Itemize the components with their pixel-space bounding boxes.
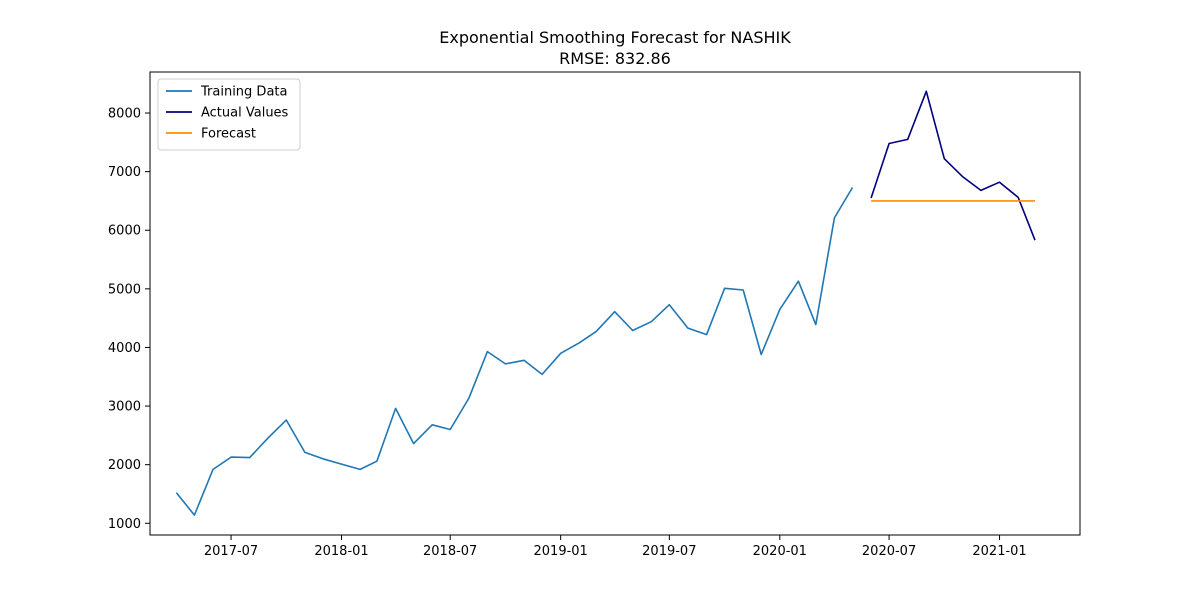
x-tick-label: 2020-01: [753, 544, 807, 559]
y-tick-label: 3000: [108, 400, 141, 415]
x-tick-label: 2018-01: [314, 544, 368, 559]
x-tick-label: 2017-07: [204, 544, 258, 559]
legend-label: Actual Values: [201, 106, 289, 121]
series-layer: [175, 90, 1036, 516]
x-axis: 2017-07 2018-01 2018-07 2019-01 2019-07 2020-…: [204, 535, 1027, 559]
series-line-training-data: [175, 187, 854, 516]
legend-label: Training Data: [200, 85, 287, 100]
y-tick-label: 6000: [108, 224, 141, 239]
x-tick-label: 2019-01: [534, 544, 588, 559]
y-tick-label: 1000: [108, 517, 141, 532]
y-tick-label: 5000: [108, 282, 141, 297]
series-line-actual-values: [870, 90, 1036, 241]
y-axis: 1000 2000 3000 4000 5000 6000 7000 8000: [108, 107, 150, 532]
x-tick-label: 2018-07: [423, 544, 477, 559]
plot-frame: [149, 71, 1081, 536]
y-tick-label: 7000: [108, 165, 141, 180]
chart-title: Exponential Smoothing Forecast for NASHI…: [439, 28, 791, 47]
legend: Training Data Actual Values Forecast: [157, 78, 301, 151]
legend-box: [157, 78, 301, 151]
x-tick-label: 2021-01: [972, 544, 1026, 559]
chart-subtitle: RMSE: 832.86: [559, 49, 671, 68]
y-tick-label: 4000: [108, 341, 141, 356]
y-tick-label: 2000: [108, 458, 141, 473]
x-tick-label: 2019-07: [642, 544, 696, 559]
legend-label: Forecast: [201, 127, 256, 142]
y-tick-label: 8000: [108, 107, 141, 122]
x-tick-label: 2020-07: [862, 544, 916, 559]
